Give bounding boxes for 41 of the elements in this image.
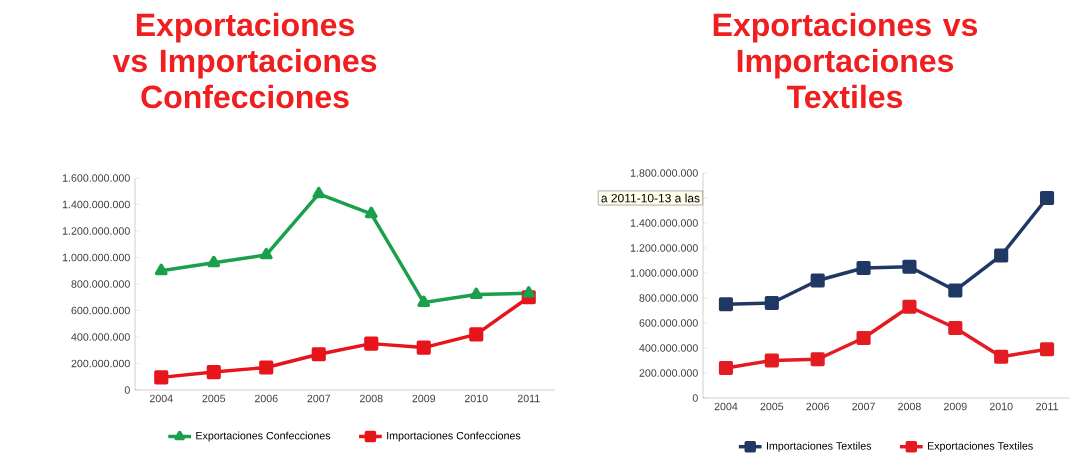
x-tick-label: 2010 <box>989 402 1013 411</box>
x-tick-label: 2010 <box>464 394 488 403</box>
x-tick-label: 2004 <box>714 402 738 411</box>
y-tick-label: 400.000.000 <box>71 333 130 341</box>
chart-title: Exportaciones vs Importaciones Textiles <box>713 12 978 109</box>
y-tick-label: 1.200.000.000 <box>62 227 130 235</box>
x-tick-label: 2011 <box>1036 402 1058 411</box>
y-tick-label: 800.000.000 <box>639 294 698 302</box>
x-tick-label: 2008 <box>359 394 383 403</box>
y-tick-label: 600.000.000 <box>71 306 130 315</box>
x-tick-label: 2008 <box>898 402 921 411</box>
y-tick-label: 1.600.000.000 <box>62 174 130 182</box>
legend-label: Importaciones Confecciones <box>387 431 521 442</box>
x-tick-label: 2006 <box>806 402 830 411</box>
chart-title: Exportaciones vs Importaciones Confecciones <box>112 12 377 109</box>
legend-label: Exportaciones Textiles <box>927 441 1033 452</box>
legend-label: Exportaciones Confecciones <box>196 431 331 442</box>
x-tick-label: 2007 <box>307 394 331 403</box>
x-tick-label: 2009 <box>943 402 967 411</box>
y-tick-label: 1.000.000.000 <box>62 253 130 262</box>
y-tick-label: 400.000.000 <box>639 344 698 352</box>
y-tick-label: 800.000.000 <box>71 280 130 288</box>
text: a 2011-10-13 a las <box>601 193 700 203</box>
x-tick-label: 2007 <box>852 402 875 411</box>
y-tick-label: 1.400.000.000 <box>630 219 698 227</box>
y-tick-label: 1.400.000.000 <box>62 200 130 209</box>
x-tick-label: 2004 <box>149 394 173 403</box>
x-tick-label: 2006 <box>254 394 278 403</box>
x-tick-label: 2011 <box>517 394 540 403</box>
y-tick-label: 1.000.000.000 <box>630 269 698 277</box>
y-tick-label: 0 <box>692 394 698 402</box>
y-tick-label: 200.000.000 <box>71 359 130 368</box>
x-tick-label: 2005 <box>760 402 784 411</box>
legend-label: Importaciones Textiles <box>766 441 872 452</box>
y-tick-label: 0 <box>124 386 130 394</box>
x-tick-label: 2005 <box>202 394 226 403</box>
x-tick-label: 2009 <box>412 394 436 403</box>
y-tick-label: 1.800.000.000 <box>630 169 698 177</box>
y-tick-label: 1.200.000.000 <box>630 244 698 252</box>
y-tick-label: 600.000.000 <box>639 319 698 327</box>
y-tick-label: 200.000.000 <box>639 369 698 377</box>
